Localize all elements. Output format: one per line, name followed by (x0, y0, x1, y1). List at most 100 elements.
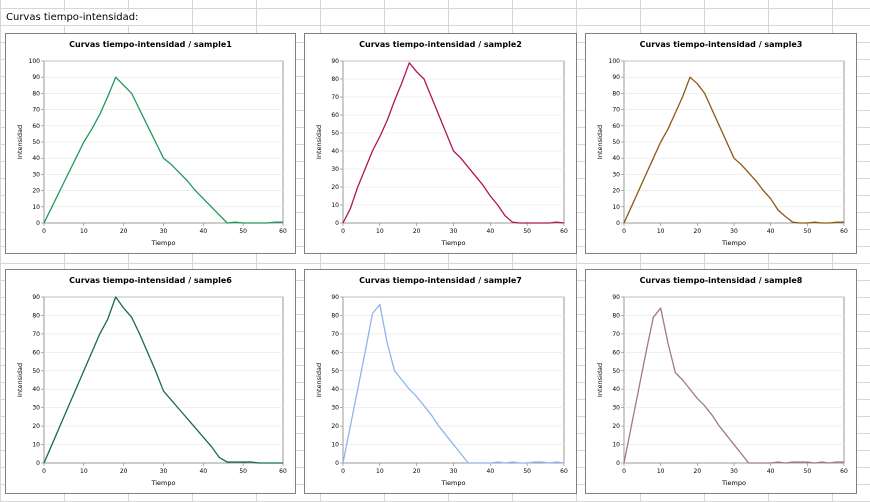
chart-title: Curvas tiempo-intensidad / sample8 (640, 276, 803, 285)
series-line-sample8 (623, 307, 844, 464)
chart-sample3[interactable]: Curvas tiempo-intensidad / sample3 0 10 20 3… (585, 33, 857, 254)
y-tick-label: 10 (612, 204, 620, 211)
chart-title: Curvas tiempo-intensidad / sample3 (640, 40, 803, 49)
x-tick-label: 40 (200, 468, 208, 475)
y-tick-label: 70 (32, 331, 40, 338)
y-tick-label: 30 (612, 171, 620, 178)
chart-sample6[interactable]: Curvas tiempo-intensidad / sample6 0 10 20 3… (5, 269, 296, 494)
y-tick-label: 0 (335, 220, 339, 227)
y-tick-label: 90 (612, 294, 620, 301)
x-axis-label: Tiempo (440, 239, 465, 247)
y-tick-label: 30 (331, 405, 339, 412)
chart-sample2[interactable]: Curvas tiempo-intensidad / sample2 0 10 20 3… (304, 33, 577, 254)
x-axis-label: Tiempo (150, 479, 175, 487)
y-tick-label: 60 (612, 349, 620, 356)
x-tick-label: 50 (239, 228, 247, 235)
y-tick-label: 60 (32, 349, 40, 356)
y-tick-label: 90 (32, 294, 40, 301)
chart-sample7[interactable]: Curvas tiempo-intensidad / sample7 0 10 20 3… (304, 269, 577, 494)
y-axis-label: Intensidad (16, 125, 24, 159)
x-tick-label: 10 (376, 468, 384, 475)
plot-area (623, 296, 845, 464)
y-tick-label: 90 (32, 74, 40, 81)
series-line-sample7 (342, 303, 565, 464)
y-tick-label: 70 (331, 94, 339, 101)
x-tick-label: 40 (487, 228, 495, 235)
y-tick-label: 60 (612, 123, 620, 130)
x-tick-label: 30 (450, 468, 458, 475)
plot-area (342, 60, 565, 224)
y-axis-label: Intensidad (596, 363, 604, 397)
chart-sample1[interactable]: Curvas tiempo-intensidad / sample1 0 10 20 3… (5, 33, 296, 254)
plot-area (342, 296, 565, 464)
y-tick-label: 50 (612, 368, 620, 375)
x-tick-label: 10 (80, 228, 88, 235)
x-tick-label: 30 (730, 228, 738, 235)
chart-svg: Curvas tiempo-intensidad / sample3 0 10 20 3… (596, 40, 848, 247)
x-tick-label: 30 (450, 228, 458, 235)
y-tick-label: 10 (32, 204, 40, 211)
y-tick-label: 90 (331, 58, 339, 65)
x-tick-label: 0 (341, 468, 345, 475)
series-line-sample2 (342, 62, 565, 224)
y-tick-label: 40 (32, 155, 40, 162)
x-tick-label: 30 (160, 228, 168, 235)
x-tick-label: 40 (487, 468, 495, 475)
y-tick-label: 50 (32, 139, 40, 146)
x-axis-label: Tiempo (721, 239, 746, 247)
y-tick-label: 70 (331, 331, 339, 338)
x-tick-label: 30 (730, 468, 738, 475)
y-tick-label: 60 (331, 349, 339, 356)
y-tick-label: 50 (331, 130, 339, 137)
y-tick-label: 30 (331, 166, 339, 173)
x-tick-label: 20 (120, 228, 128, 235)
y-tick-label: 20 (32, 423, 40, 430)
sheet-cell-label[interactable]: Curvas tiempo-intensidad: (4, 11, 141, 25)
y-tick-label: 40 (331, 386, 339, 393)
x-tick-label: 60 (840, 228, 848, 235)
x-tick-label: 0 (341, 228, 345, 235)
y-tick-label: 20 (331, 184, 339, 191)
chart-title: Curvas tiempo-intensidad / sample2 (359, 40, 522, 49)
y-tick-label: 30 (32, 171, 40, 178)
x-tick-label: 60 (560, 468, 568, 475)
x-tick-label: 20 (120, 468, 128, 475)
y-tick-label: 80 (612, 90, 620, 97)
x-axis-label: Tiempo (721, 479, 746, 487)
x-axis-label: Tiempo (150, 239, 175, 247)
y-tick-label: 0 (335, 460, 339, 467)
x-tick-label: 40 (767, 228, 775, 235)
chart-sample8[interactable]: Curvas tiempo-intensidad / sample8 0 10 20 3… (585, 269, 857, 494)
chart-title: Curvas tiempo-intensidad / sample7 (359, 276, 522, 285)
y-tick-label: 70 (612, 107, 620, 114)
y-tick-label: 30 (32, 405, 40, 412)
y-tick-label: 10 (32, 442, 40, 449)
y-tick-label: 40 (612, 386, 620, 393)
x-tick-label: 10 (657, 228, 665, 235)
series-line-sample6 (43, 296, 283, 464)
x-tick-label: 30 (160, 468, 168, 475)
plot-area (43, 296, 284, 464)
chart-title: Curvas tiempo-intensidad / sample1 (69, 40, 232, 49)
x-tick-label: 50 (523, 228, 531, 235)
x-tick-label: 0 (42, 228, 46, 235)
y-tick-label: 90 (612, 74, 620, 81)
chart-svg: Curvas tiempo-intensidad / sample1 0 10 20 3… (16, 40, 287, 247)
y-tick-label: 80 (32, 90, 40, 97)
x-tick-label: 0 (622, 228, 626, 235)
x-tick-label: 0 (42, 468, 46, 475)
x-axis-label: Tiempo (440, 479, 465, 487)
y-tick-label: 70 (32, 107, 40, 114)
y-tick-label: 60 (32, 123, 40, 130)
y-tick-label: 0 (36, 220, 40, 227)
x-tick-label: 50 (239, 468, 247, 475)
chart-title: Curvas tiempo-intensidad / sample6 (69, 276, 232, 285)
y-tick-label: 80 (32, 312, 40, 319)
y-tick-label: 30 (612, 405, 620, 412)
series-line-sample3 (623, 76, 844, 224)
x-tick-label: 10 (376, 228, 384, 235)
y-tick-label: 20 (612, 188, 620, 195)
y-tick-label: 20 (331, 423, 339, 430)
chart-svg: Curvas tiempo-intensidad / sample8 0 10 20 3… (596, 276, 848, 487)
x-tick-label: 60 (279, 228, 287, 235)
